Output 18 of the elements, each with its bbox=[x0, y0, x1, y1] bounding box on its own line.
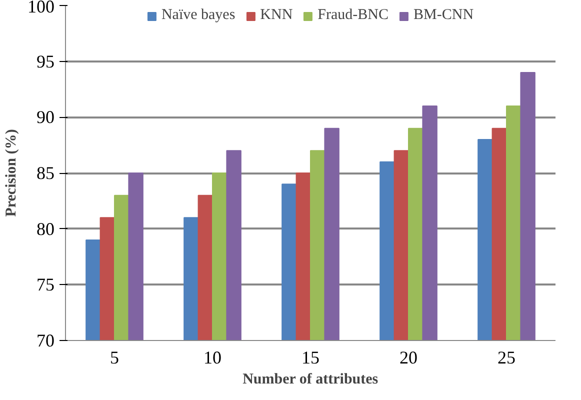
legend-label: Naïve bayes bbox=[161, 7, 236, 24]
legend-label: KNN bbox=[260, 7, 293, 24]
x-tick-label: 10 bbox=[204, 348, 222, 368]
y-tick-label: 85 bbox=[36, 163, 54, 183]
y-tick-label: 75 bbox=[36, 274, 54, 295]
y-tick-label: 80 bbox=[36, 218, 54, 239]
x-tick-label: 5 bbox=[110, 348, 119, 368]
x-tick-label: 25 bbox=[498, 348, 516, 368]
y-axis-title: Precision (%) bbox=[4, 129, 20, 217]
x-tick-label: 20 bbox=[400, 348, 418, 368]
y-tick-label: 95 bbox=[36, 51, 54, 72]
x-tick-label: 15 bbox=[302, 348, 320, 368]
y-tick-label: 70 bbox=[36, 330, 54, 350]
legend-label: BM-CNN bbox=[414, 7, 474, 24]
y-tick-label: 90 bbox=[36, 107, 54, 128]
legend-label: Fraud-BNC bbox=[318, 7, 389, 24]
y-tick-label: 100 bbox=[28, 0, 54, 16]
x-axis-title: Number of attributes bbox=[242, 372, 378, 388]
